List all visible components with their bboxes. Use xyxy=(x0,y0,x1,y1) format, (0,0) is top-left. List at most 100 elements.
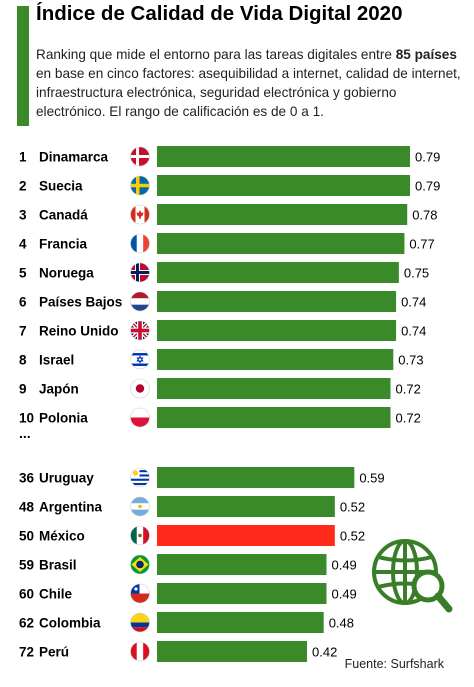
value-label: 0.79 xyxy=(415,179,440,194)
chart-title: Índice de Calidad de Vida Digital 2020 xyxy=(36,2,403,25)
value-label: 0.72 xyxy=(396,382,421,397)
rank-label: 60 xyxy=(19,587,34,602)
flag-france-icon xyxy=(130,233,150,254)
flag-poland-icon xyxy=(130,407,150,428)
rank-label: 9 xyxy=(19,382,27,397)
country-label: Uruguay xyxy=(39,471,94,486)
bar xyxy=(157,233,405,254)
country-label: Japón xyxy=(39,382,79,397)
country-label: Israel xyxy=(39,353,74,368)
value-label: 0.77 xyxy=(409,237,434,252)
country-label: Chile xyxy=(39,587,72,602)
bar-row-peru: 72 Perú 0.42 xyxy=(19,641,337,662)
bar xyxy=(157,407,391,428)
country-label: Suecia xyxy=(39,179,83,194)
flag-netherlands-icon xyxy=(130,291,150,312)
bar-row-uruguay: 36 Uruguay 0.59 xyxy=(19,467,385,488)
country-label: Dinamarca xyxy=(39,150,109,165)
bar xyxy=(157,612,324,633)
flag-israel-icon xyxy=(130,349,150,370)
rank-label: 4 xyxy=(19,237,27,252)
country-label: México xyxy=(39,529,85,544)
flag-uk-icon xyxy=(130,320,150,341)
country-label: Canadá xyxy=(39,208,88,223)
bar xyxy=(157,496,335,517)
bar xyxy=(157,378,391,399)
value-label: 0.52 xyxy=(340,500,365,515)
bar xyxy=(157,146,410,167)
bar-row-argentina: 48 Argentina 0.52 xyxy=(19,496,365,517)
flag-colombia-icon xyxy=(130,612,150,633)
bar-row-netherlands: 6 Países Bajos 0.74 xyxy=(19,291,426,312)
ellipsis-separator: ... xyxy=(19,425,31,441)
bar xyxy=(157,291,397,312)
flag-norway-icon xyxy=(130,262,150,283)
rank-label: 59 xyxy=(19,558,34,573)
rank-label: 7 xyxy=(19,324,27,339)
value-label: 0.74 xyxy=(401,324,426,339)
bar-row-france: 4 Francia 0.77 xyxy=(19,233,435,254)
flag-mexico-icon xyxy=(130,525,150,546)
value-label: 0.78 xyxy=(412,208,437,223)
rank-label: 50 xyxy=(19,529,34,544)
flag-sweden-icon xyxy=(130,175,150,196)
source-note: Fuente: Surfshark xyxy=(344,657,444,671)
bar-row-denmark: 1 Dinamarca 0.79 xyxy=(19,146,440,167)
value-label: 0.75 xyxy=(404,266,429,281)
rank-label: 62 xyxy=(19,616,34,631)
value-label: 0.42 xyxy=(312,645,337,660)
rank-label: 1 xyxy=(19,150,27,165)
value-label: 0.73 xyxy=(398,353,423,368)
bar-row-japan: 9 Japón 0.72 xyxy=(19,378,421,399)
flag-uruguay-icon xyxy=(130,467,150,488)
value-label: 0.74 xyxy=(401,295,426,310)
country-label: Brasil xyxy=(39,558,77,573)
bar xyxy=(157,204,408,225)
bar-row-mexico: 50 México 0.52 xyxy=(19,525,365,546)
value-label: 0.59 xyxy=(359,471,384,486)
rank-label: 2 xyxy=(19,179,27,194)
value-label: 0.49 xyxy=(331,587,356,602)
rank-label: 8 xyxy=(19,353,27,368)
bar xyxy=(157,641,307,662)
flag-brazil-icon xyxy=(130,554,150,575)
bar xyxy=(157,583,327,604)
flag-canada-icon xyxy=(130,204,150,225)
rank-label: 3 xyxy=(19,208,27,223)
country-label: Argentina xyxy=(39,500,102,515)
title-accent-bar xyxy=(17,6,29,126)
country-label: Francia xyxy=(39,237,88,252)
bar-row-sweden: 2 Suecia 0.79 xyxy=(19,175,440,196)
flag-argentina-icon xyxy=(130,496,150,517)
bar xyxy=(157,262,399,283)
rank-label: 36 xyxy=(19,471,35,486)
country-label: Países Bajos xyxy=(39,295,122,310)
country-label: Noruega xyxy=(39,266,94,281)
country-label: Polonia xyxy=(39,411,88,426)
bar xyxy=(157,320,397,341)
flag-peru-icon xyxy=(130,641,150,662)
subtitle-text-2: en base en cinco factores: asequibilidad… xyxy=(36,66,461,119)
rank-label: 48 xyxy=(19,500,35,515)
country-label: Perú xyxy=(39,645,69,660)
bar xyxy=(157,467,355,488)
subtitle-text-1: Ranking que mide el entorno para las tar… xyxy=(36,47,396,62)
value-label: 0.52 xyxy=(340,529,365,544)
bar xyxy=(157,349,394,370)
bar-row-poland: 10 Polonia 0.72 xyxy=(19,407,421,428)
bar-row-uk: 7 Reino Unido 0.74 xyxy=(19,320,426,341)
flag-denmark-icon xyxy=(130,146,150,167)
rank-label: 10 xyxy=(19,411,34,426)
country-label: Reino Unido xyxy=(39,324,119,339)
rank-label: 72 xyxy=(19,645,34,660)
flag-japan-icon xyxy=(130,378,150,399)
bar-row-colombia: 62 Colombia 0.48 xyxy=(19,612,354,633)
bar xyxy=(157,175,410,196)
bar-row-brazil: 59 Brasil 0.49 xyxy=(19,554,357,575)
value-label: 0.48 xyxy=(329,616,354,631)
rank-label: 6 xyxy=(19,295,27,310)
bar-row-norway: 5 Noruega 0.75 xyxy=(19,262,429,283)
bar xyxy=(157,525,335,546)
flag-chile-icon xyxy=(130,583,150,604)
